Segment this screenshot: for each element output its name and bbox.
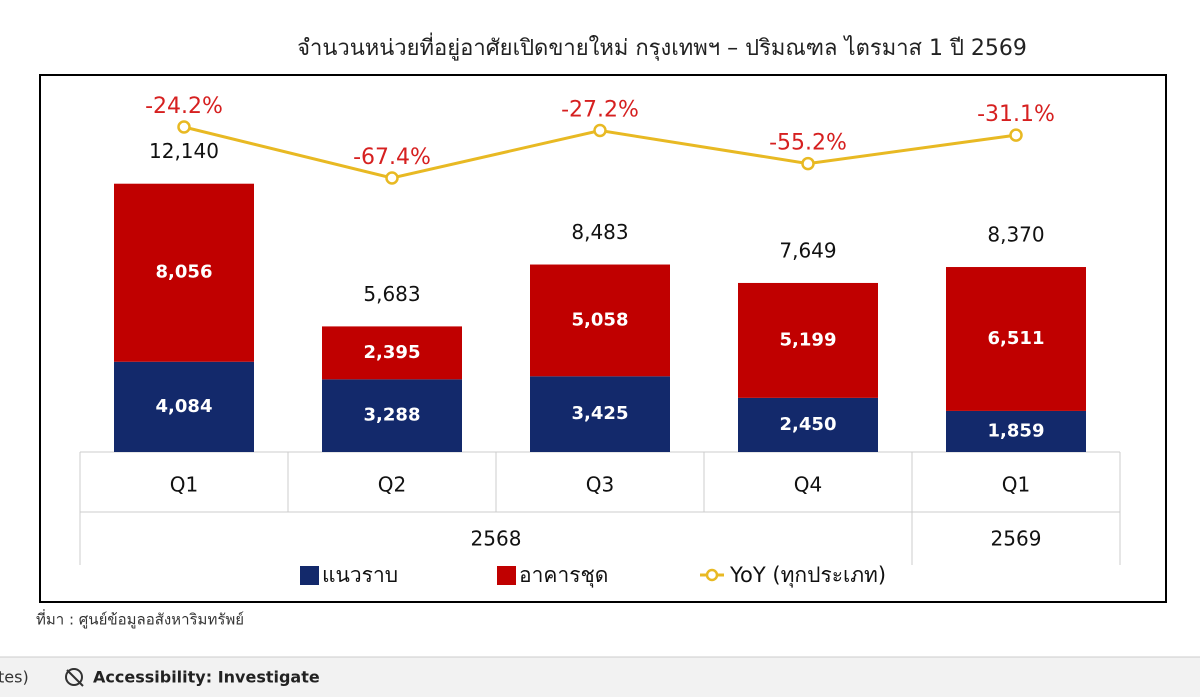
legend-label: YoY (ทุกประเภท): [729, 563, 886, 588]
yoy-point: [801, 156, 815, 171]
total-label: 8,483: [571, 220, 628, 244]
bar: [738, 397, 878, 452]
yoy-point: [593, 123, 607, 138]
accessibility-icon[interactable]: [65, 668, 84, 687]
bar: [946, 410, 1086, 452]
bar: [322, 326, 462, 380]
x-tick-label: Q1: [1002, 473, 1030, 497]
bar-value-label: 8,056: [156, 262, 213, 283]
legend-swatch: [497, 566, 516, 585]
x-tick-label: Q1: [170, 473, 198, 497]
bar-value-label: 5,058: [572, 309, 629, 330]
group-label: 2568: [471, 527, 522, 551]
total-label: 7,649: [779, 238, 836, 262]
yoy-label: -55.2%: [769, 131, 847, 156]
yoy-label: -67.4%: [353, 145, 431, 170]
x-tick-label: Q2: [378, 473, 406, 497]
total-label: 12,140: [149, 139, 219, 163]
bar: [114, 183, 254, 362]
legend-swatch: [300, 566, 319, 585]
legend-label: อาคารชุด: [519, 563, 608, 588]
bar-value-label: 4,084: [156, 396, 213, 417]
x-tick-label: Q4: [794, 473, 822, 497]
total-label: 5,683: [363, 282, 420, 306]
bar: [530, 264, 670, 377]
yoy-label: -24.2%: [145, 94, 223, 119]
bar-value-label: 6,511: [988, 328, 1045, 349]
yoy-label: -27.2%: [561, 98, 639, 123]
status-bar: [0, 657, 1200, 697]
source-note: ที่มา : ศูนย์ข้อมูลอสังหาริมทรัพย์: [36, 609, 244, 629]
status-text: tes): [0, 668, 29, 687]
bar: [530, 376, 670, 452]
yoy-point: [1009, 128, 1023, 142]
bar: [322, 379, 462, 452]
legend-label: แนวราบ: [322, 563, 398, 587]
bar-value-label: 2,395: [364, 342, 421, 363]
yoy-point: [177, 120, 191, 134]
bar: [946, 267, 1086, 411]
chart-title: จำนวนหน่วยที่อยู่อาศัยเปิดขายใหม่ กรุงเท…: [297, 32, 1027, 61]
bar: [738, 282, 878, 398]
bar-value-label: 3,288: [364, 405, 421, 426]
group-label: 2569: [991, 527, 1042, 551]
yoy-point: [385, 171, 399, 185]
x-tick-label: Q3: [586, 473, 614, 497]
yoy-label: -31.1%: [977, 102, 1055, 127]
bar-value-label: 2,450: [780, 414, 837, 435]
bar: [114, 361, 254, 452]
legend-marker: [705, 568, 719, 582]
bar-value-label: 5,199: [780, 329, 837, 350]
bar-value-label: 3,425: [572, 403, 629, 424]
total-label: 8,370: [987, 223, 1044, 247]
bar-value-label: 1,859: [988, 420, 1045, 441]
accessibility-status[interactable]: Accessibility: Investigate: [93, 668, 320, 687]
